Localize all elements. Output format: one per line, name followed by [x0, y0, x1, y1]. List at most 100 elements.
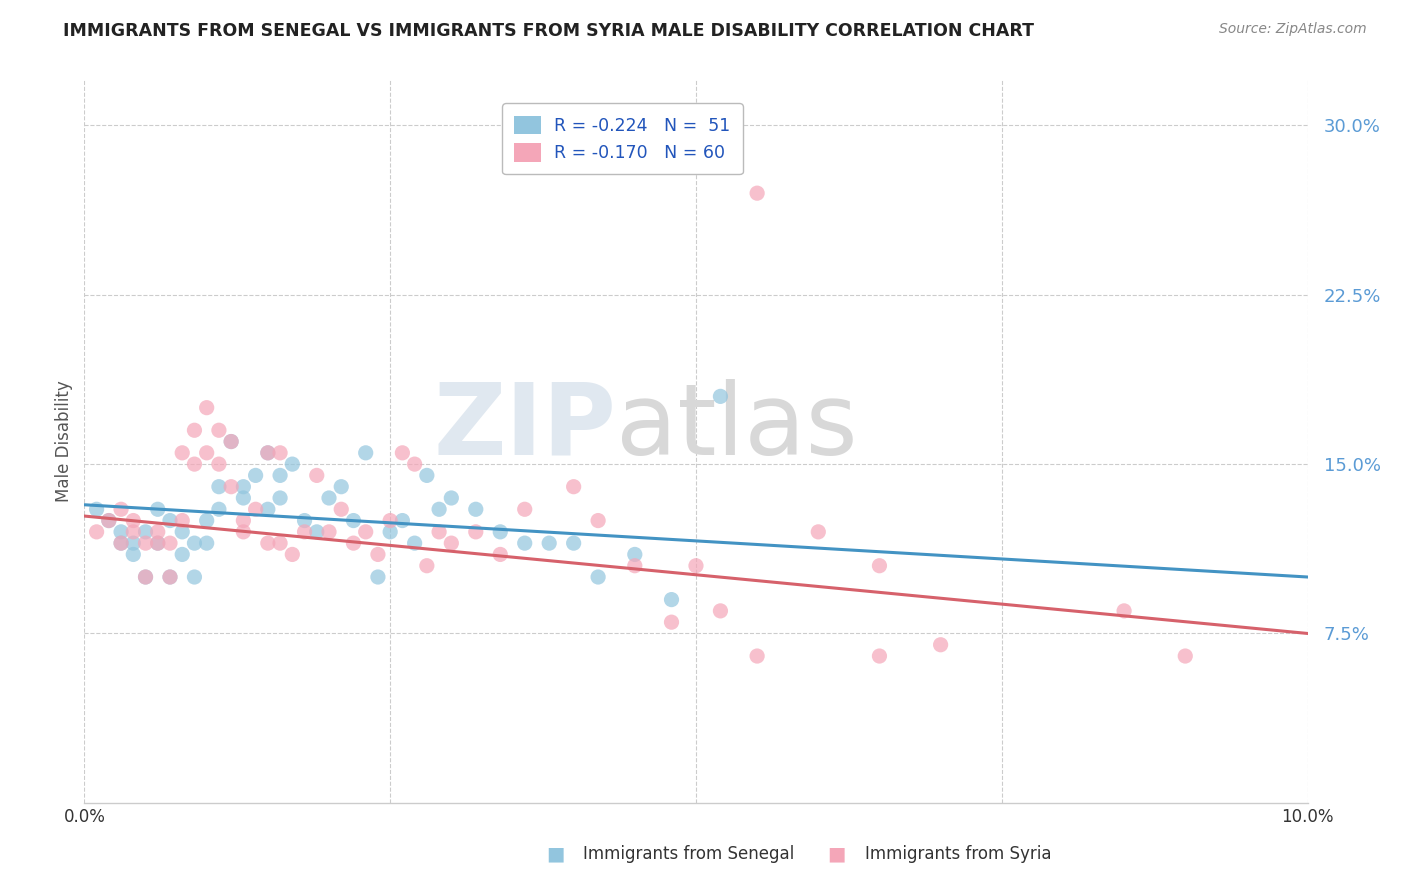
- Point: [110, 524, 132, 539]
- Point: [513, 502, 536, 516]
- Point: [86, 524, 108, 539]
- Point: [427, 524, 450, 539]
- Text: atlas: atlas: [616, 378, 858, 475]
- Point: [183, 536, 205, 550]
- Point: [330, 502, 353, 516]
- Point: [195, 446, 218, 460]
- Point: [257, 446, 280, 460]
- Point: [195, 536, 218, 550]
- Point: [219, 480, 242, 494]
- Point: [172, 514, 194, 528]
- Text: Immigrants from Syria: Immigrants from Syria: [865, 846, 1052, 863]
- Point: [562, 536, 585, 550]
- Point: [427, 502, 450, 516]
- Point: [416, 468, 439, 483]
- Point: [404, 536, 426, 550]
- Point: [159, 514, 181, 528]
- Point: [489, 524, 512, 539]
- Point: [281, 548, 304, 562]
- Point: [208, 480, 231, 494]
- Point: [1114, 604, 1136, 618]
- Point: [661, 615, 683, 630]
- Point: [159, 570, 181, 584]
- Point: [391, 446, 413, 460]
- Legend: R = -0.224   N =  51, R = -0.170   N = 60: R = -0.224 N = 51, R = -0.170 N = 60: [502, 103, 742, 174]
- Point: [354, 446, 377, 460]
- Point: [404, 457, 426, 471]
- Point: [135, 524, 157, 539]
- Point: [269, 491, 291, 505]
- Point: [342, 536, 364, 550]
- Point: [562, 480, 585, 494]
- Point: [807, 524, 830, 539]
- Y-axis label: Male Disability: Male Disability: [55, 381, 73, 502]
- Point: [318, 524, 340, 539]
- Point: [172, 524, 194, 539]
- Point: [219, 434, 242, 449]
- Point: [318, 491, 340, 505]
- Point: [257, 502, 280, 516]
- Point: [269, 536, 291, 550]
- Point: [624, 548, 647, 562]
- Point: [709, 604, 731, 618]
- Point: [586, 570, 609, 584]
- Point: [661, 592, 683, 607]
- Point: [110, 536, 132, 550]
- Point: [172, 446, 194, 460]
- Point: [440, 491, 463, 505]
- Point: [685, 558, 707, 573]
- Point: [294, 524, 316, 539]
- Point: [380, 514, 402, 528]
- Point: [513, 536, 536, 550]
- Point: [232, 514, 254, 528]
- Point: [269, 446, 291, 460]
- Point: [146, 502, 169, 516]
- Point: [135, 536, 157, 550]
- Point: [416, 558, 439, 573]
- Point: [305, 524, 328, 539]
- Text: IMMIGRANTS FROM SENEGAL VS IMMIGRANTS FROM SYRIA MALE DISABILITY CORRELATION CHA: IMMIGRANTS FROM SENEGAL VS IMMIGRANTS FR…: [63, 22, 1035, 40]
- Text: Immigrants from Senegal: Immigrants from Senegal: [583, 846, 794, 863]
- Text: ■: ■: [827, 845, 846, 863]
- Point: [219, 434, 242, 449]
- Point: [183, 457, 205, 471]
- Point: [97, 514, 120, 528]
- Point: [330, 480, 353, 494]
- Point: [146, 524, 169, 539]
- Point: [208, 457, 231, 471]
- Point: [257, 446, 280, 460]
- Point: [135, 570, 157, 584]
- Point: [624, 558, 647, 573]
- Point: [195, 401, 218, 415]
- Point: [380, 524, 402, 539]
- Point: [135, 570, 157, 584]
- Point: [110, 536, 132, 550]
- Point: [86, 502, 108, 516]
- Point: [538, 536, 561, 550]
- Point: [281, 457, 304, 471]
- Point: [172, 548, 194, 562]
- Text: Source: ZipAtlas.com: Source: ZipAtlas.com: [1219, 22, 1367, 37]
- Point: [294, 514, 316, 528]
- Point: [929, 638, 952, 652]
- Point: [489, 548, 512, 562]
- Point: [245, 468, 267, 483]
- Text: ZIP: ZIP: [433, 378, 616, 475]
- Point: [440, 536, 463, 550]
- Point: [122, 514, 145, 528]
- Point: [122, 536, 145, 550]
- Point: [869, 648, 891, 663]
- Point: [183, 570, 205, 584]
- Point: [747, 648, 769, 663]
- Point: [464, 502, 486, 516]
- Point: [159, 536, 181, 550]
- Point: [122, 548, 145, 562]
- Point: [183, 423, 205, 437]
- Point: [464, 524, 486, 539]
- Point: [354, 524, 377, 539]
- Point: [195, 514, 218, 528]
- Point: [232, 480, 254, 494]
- Point: [208, 423, 231, 437]
- Point: [257, 536, 280, 550]
- Point: [342, 514, 364, 528]
